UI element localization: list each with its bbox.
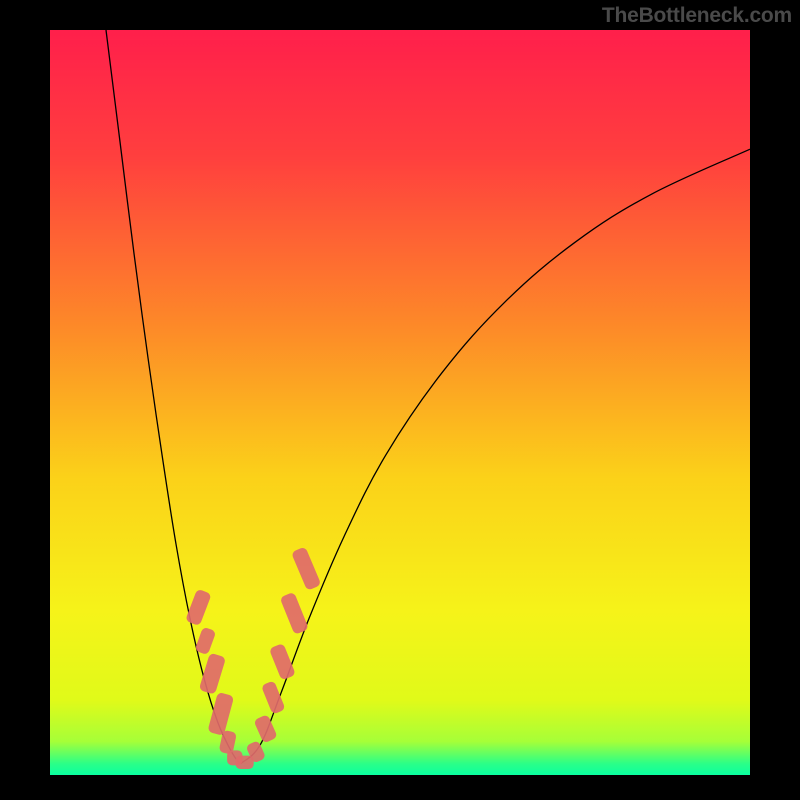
attribution-text: TheBottleneck.com — [602, 4, 792, 28]
plot-svg — [0, 0, 800, 800]
chart-container: TheBottleneck.com — [0, 0, 800, 800]
